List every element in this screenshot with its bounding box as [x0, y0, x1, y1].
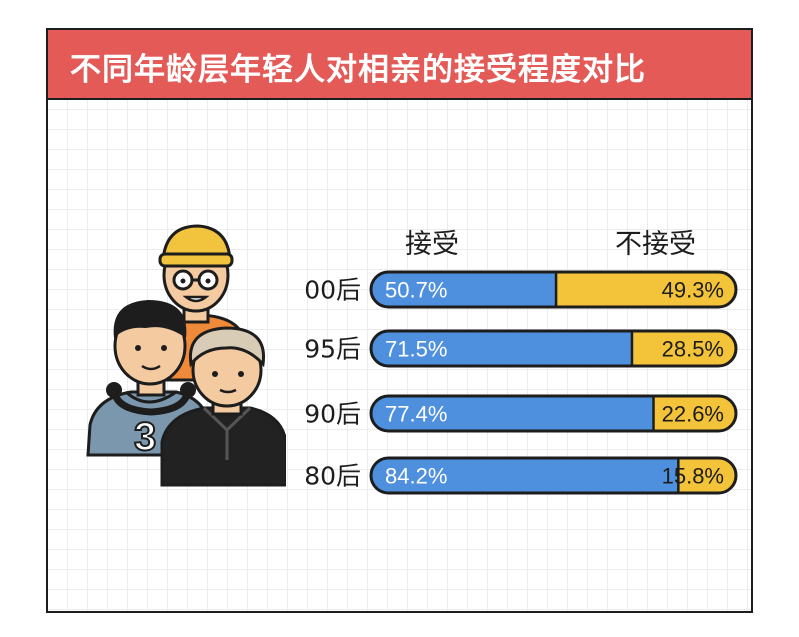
legend-reject: 不接受 [615, 229, 696, 260]
label-accept-0: 50.7% [385, 278, 447, 303]
label-reject-1: 28.5% [662, 337, 724, 362]
bar-outline-3 [369, 456, 738, 495]
legend-accept: 接受 [405, 229, 459, 260]
label-accept-1: 71.5% [385, 337, 447, 362]
bar-accept-1 [371, 331, 632, 366]
bar-reject-1 [631, 331, 736, 366]
category-label-1: 95后 [304, 335, 361, 364]
title-bar: 不同年龄层年轻人对相亲的接受程度对比 [48, 30, 751, 100]
bar-reject-0 [556, 272, 736, 307]
bar-reject-3 [678, 458, 736, 493]
jersey-number: 3 [134, 415, 156, 459]
stacked-bar-chart: 00后 50.7% 49.3% 95后 71.5% 28.5% 90后 77.4% 22.6% 8… [304, 270, 738, 495]
label-accept-2: 77.4% [385, 402, 447, 427]
label-reject-3: 15.8% [662, 464, 724, 489]
chart-card: 不同年龄层年轻人对相亲的接受程度对比 接受 不接受 3 [46, 28, 753, 613]
category-label-2: 90后 [304, 400, 361, 429]
category-label-3: 80后 [304, 462, 361, 491]
people-illustration: 3 [86, 224, 286, 487]
label-reject-0: 49.3% [662, 278, 724, 303]
bar-outline-0 [369, 270, 738, 309]
bar-accept-2 [371, 396, 654, 431]
label-accept-3: 84.2% [385, 464, 447, 489]
bar-outline-2 [369, 394, 738, 433]
category-label-0: 00后 [304, 276, 361, 305]
bar-accept-0 [371, 272, 557, 307]
bar-outline-1 [369, 329, 738, 368]
bar-accept-3 [371, 458, 679, 493]
chart-title: 不同年龄层年轻人对相亲的接受程度对比 [70, 52, 646, 88]
person-polo [160, 326, 286, 487]
bar-reject-2 [653, 396, 736, 431]
label-reject-2: 22.6% [662, 402, 724, 427]
